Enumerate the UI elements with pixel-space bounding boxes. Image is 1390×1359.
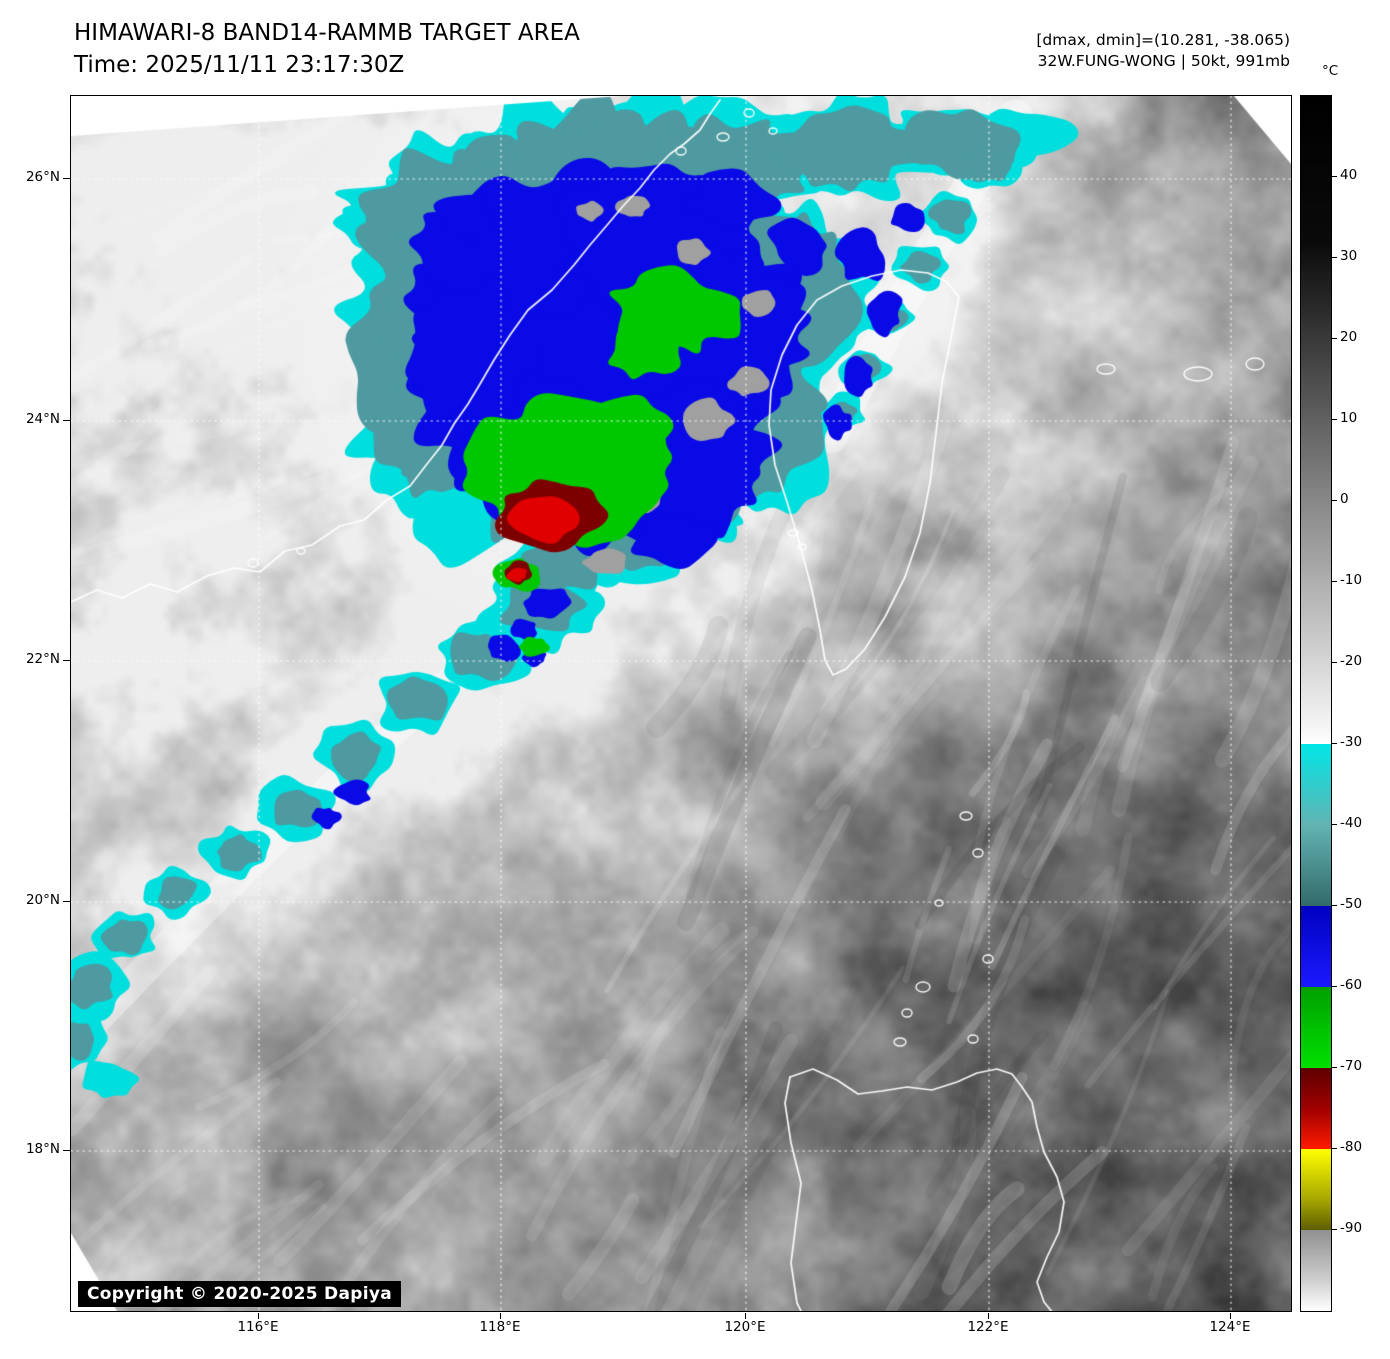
colorbar-tick (1332, 581, 1337, 582)
colorbar-tick-label: -90 (1340, 1220, 1363, 1236)
colorbar-tick-label: -30 (1340, 734, 1363, 750)
colorbar-tick-label: -70 (1340, 1058, 1363, 1074)
axis-tick-left (63, 660, 70, 661)
colorbar-tick (1332, 500, 1337, 501)
colorbar-tick (1332, 338, 1337, 339)
lat-label: 24°N (25, 411, 60, 427)
colorbar-tick (1332, 986, 1337, 987)
storm-info-label: 32W.FUNG-WONG | 50kt, 991mb (1037, 52, 1290, 70)
colorbar-tick (1332, 824, 1337, 825)
colorbar-tick-label: -80 (1340, 1139, 1363, 1155)
colorbar-tick (1332, 743, 1337, 744)
axis-tick-bottom (745, 1313, 746, 1319)
colorbar-tick (1332, 1229, 1337, 1230)
axis-tick-left (63, 178, 70, 179)
colorbar-tick-label: -60 (1340, 977, 1363, 993)
colorbar-tick-label: 10 (1340, 410, 1358, 426)
satellite-map: Copyright © 2020-2025 Dapiya (70, 95, 1292, 1312)
colorbar-tick-label: 20 (1340, 329, 1358, 345)
lat-label: 18°N (25, 1141, 60, 1157)
lat-label: 22°N (25, 651, 60, 667)
copyright-label: Copyright © 2020-2025 Dapiya (78, 1281, 401, 1307)
axis-tick-left (63, 420, 70, 421)
lon-label: 124°E (1209, 1319, 1251, 1335)
lat-label: 26°N (25, 169, 60, 185)
axis-tick-bottom (258, 1313, 259, 1319)
colorbar-unit-label: °C (1322, 63, 1339, 79)
axis-tick-left (63, 1150, 70, 1151)
timestamp: Time: 2025/11/11 23:17:30Z (74, 52, 405, 78)
colorbar-tick-label: 0 (1340, 491, 1349, 507)
axis-tick-bottom (1230, 1313, 1231, 1319)
page-title: HIMAWARI-8 BAND14-RAMMB TARGET AREA (74, 20, 580, 46)
colorbar-tick (1332, 662, 1337, 663)
axis-tick-bottom (500, 1313, 501, 1319)
colorbar-tick-label: -40 (1340, 815, 1363, 831)
colorbar-tick (1332, 1148, 1337, 1149)
colorbar-tick (1332, 905, 1337, 906)
colorbar-tick (1332, 419, 1337, 420)
colorbar-tick-label: -10 (1340, 572, 1363, 588)
colorbar-tick (1332, 176, 1337, 177)
satellite-image (71, 96, 1291, 1311)
colorbar-gradient (1301, 96, 1331, 1311)
header-right-block: [dmax, dmin]=(10.281, -38.065) 32W.FUNG-… (1036, 30, 1290, 72)
colorbar-tick-label: -50 (1340, 896, 1363, 912)
lon-label: 122°E (967, 1319, 1009, 1335)
axis-tick-left (63, 901, 70, 902)
colorbar-tick-label: -20 (1340, 653, 1363, 669)
axis-tick-bottom (988, 1313, 989, 1319)
dmax-dmin-label: [dmax, dmin]=(10.281, -38.065) (1036, 31, 1290, 49)
lat-label: 20°N (25, 892, 60, 908)
colorbar-tick (1332, 1067, 1337, 1068)
colorbar-tick (1332, 257, 1337, 258)
lon-label: 120°E (724, 1319, 766, 1335)
lon-label: 118°E (479, 1319, 521, 1335)
lon-label: 116°E (237, 1319, 279, 1335)
colorbar (1300, 95, 1332, 1312)
colorbar-tick-label: 30 (1340, 248, 1358, 264)
colorbar-tick-label: 40 (1340, 167, 1358, 183)
